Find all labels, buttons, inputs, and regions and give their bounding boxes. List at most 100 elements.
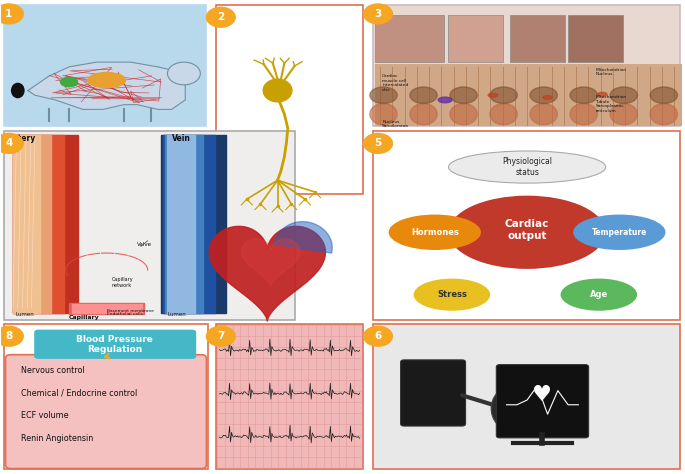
FancyBboxPatch shape xyxy=(373,324,680,469)
Ellipse shape xyxy=(570,87,597,103)
Ellipse shape xyxy=(263,79,292,102)
Text: 1: 1 xyxy=(5,9,12,19)
Polygon shape xyxy=(28,62,185,109)
Text: 5: 5 xyxy=(375,138,382,148)
Polygon shape xyxy=(164,136,214,313)
Text: Basement membrane: Basement membrane xyxy=(107,310,153,313)
FancyBboxPatch shape xyxy=(375,64,682,126)
Text: 7: 7 xyxy=(217,331,225,341)
Polygon shape xyxy=(13,136,40,313)
FancyBboxPatch shape xyxy=(34,329,196,359)
Ellipse shape xyxy=(88,73,125,88)
Text: Vein: Vein xyxy=(172,134,190,143)
Polygon shape xyxy=(13,136,78,313)
Ellipse shape xyxy=(488,93,498,97)
FancyBboxPatch shape xyxy=(4,131,295,319)
Circle shape xyxy=(364,326,393,346)
Ellipse shape xyxy=(60,77,77,87)
Text: Physiological
status: Physiological status xyxy=(502,157,552,177)
Text: 6: 6 xyxy=(375,331,382,341)
Text: Mitochondrion
Tubule
Sarcoplasmic
reticulum: Mitochondrion Tubule Sarcoplasmic reticu… xyxy=(595,95,627,113)
Text: Valve: Valve xyxy=(138,242,153,247)
Polygon shape xyxy=(162,136,226,313)
Ellipse shape xyxy=(530,103,558,125)
Text: Lumen: Lumen xyxy=(168,312,186,317)
Text: Temperature: Temperature xyxy=(592,228,647,237)
Ellipse shape xyxy=(490,103,517,125)
Circle shape xyxy=(0,134,23,154)
Ellipse shape xyxy=(12,83,24,98)
Text: Nucleus
Sarcolemma: Nucleus Sarcolemma xyxy=(382,120,409,128)
Text: Chemical / Endocrine control: Chemical / Endocrine control xyxy=(21,389,138,398)
Polygon shape xyxy=(13,136,51,313)
Text: 3: 3 xyxy=(375,9,382,19)
Text: Capillary: Capillary xyxy=(69,315,100,319)
FancyBboxPatch shape xyxy=(5,355,206,469)
Text: ECF volume: ECF volume xyxy=(21,411,68,420)
FancyBboxPatch shape xyxy=(373,131,680,319)
Circle shape xyxy=(206,326,235,346)
Text: Capillary
network: Capillary network xyxy=(112,277,133,288)
Text: ♥: ♥ xyxy=(532,385,552,405)
FancyBboxPatch shape xyxy=(375,15,444,62)
Text: Renin Angiotensin: Renin Angiotensin xyxy=(21,434,93,443)
Ellipse shape xyxy=(410,103,437,125)
Text: Nervous control: Nervous control xyxy=(21,366,85,375)
FancyBboxPatch shape xyxy=(4,5,206,126)
Ellipse shape xyxy=(449,196,606,269)
Ellipse shape xyxy=(370,103,397,125)
Ellipse shape xyxy=(560,279,637,311)
Ellipse shape xyxy=(597,92,607,96)
Ellipse shape xyxy=(490,87,517,103)
FancyBboxPatch shape xyxy=(216,5,363,194)
Polygon shape xyxy=(166,136,203,313)
Text: 4: 4 xyxy=(5,138,12,148)
Ellipse shape xyxy=(530,87,558,103)
Ellipse shape xyxy=(570,103,597,125)
Polygon shape xyxy=(274,222,332,253)
Ellipse shape xyxy=(388,215,481,250)
Ellipse shape xyxy=(650,103,677,125)
Polygon shape xyxy=(209,227,325,321)
Text: Artery: Artery xyxy=(9,134,36,143)
Text: Stress: Stress xyxy=(437,290,466,299)
Polygon shape xyxy=(168,136,195,313)
Text: Mitochondrion
Nucleus: Mitochondrion Nucleus xyxy=(595,68,627,76)
Ellipse shape xyxy=(610,103,638,125)
Ellipse shape xyxy=(410,87,437,103)
FancyBboxPatch shape xyxy=(373,5,680,126)
FancyBboxPatch shape xyxy=(510,15,564,62)
Ellipse shape xyxy=(450,103,477,125)
Ellipse shape xyxy=(543,96,552,100)
Circle shape xyxy=(364,4,393,24)
Circle shape xyxy=(168,62,200,85)
Circle shape xyxy=(0,4,23,24)
Ellipse shape xyxy=(450,87,477,103)
FancyBboxPatch shape xyxy=(401,360,466,426)
Text: Blood Pressure
Regulation: Blood Pressure Regulation xyxy=(77,335,153,354)
Text: 8: 8 xyxy=(5,331,12,341)
Circle shape xyxy=(364,134,393,154)
Ellipse shape xyxy=(491,387,529,430)
FancyBboxPatch shape xyxy=(4,324,208,469)
Ellipse shape xyxy=(438,97,452,103)
Circle shape xyxy=(0,326,23,346)
Ellipse shape xyxy=(650,87,677,103)
Ellipse shape xyxy=(573,215,666,250)
FancyBboxPatch shape xyxy=(449,15,503,62)
Text: Lumen: Lumen xyxy=(15,312,34,317)
Polygon shape xyxy=(13,136,64,313)
Ellipse shape xyxy=(610,87,638,103)
Ellipse shape xyxy=(370,87,397,103)
FancyBboxPatch shape xyxy=(568,15,623,62)
FancyBboxPatch shape xyxy=(216,324,363,469)
Ellipse shape xyxy=(414,279,490,311)
Text: Cardiac
muscle cell
intercalated
disc: Cardiac muscle cell intercalated disc xyxy=(382,74,408,92)
Text: Endothelial cells: Endothelial cells xyxy=(107,312,142,316)
FancyBboxPatch shape xyxy=(497,365,588,438)
Ellipse shape xyxy=(449,151,606,183)
Text: 2: 2 xyxy=(217,12,225,22)
Text: Cardiac
output: Cardiac output xyxy=(505,219,549,241)
Circle shape xyxy=(206,7,235,27)
Text: Age: Age xyxy=(590,290,608,299)
